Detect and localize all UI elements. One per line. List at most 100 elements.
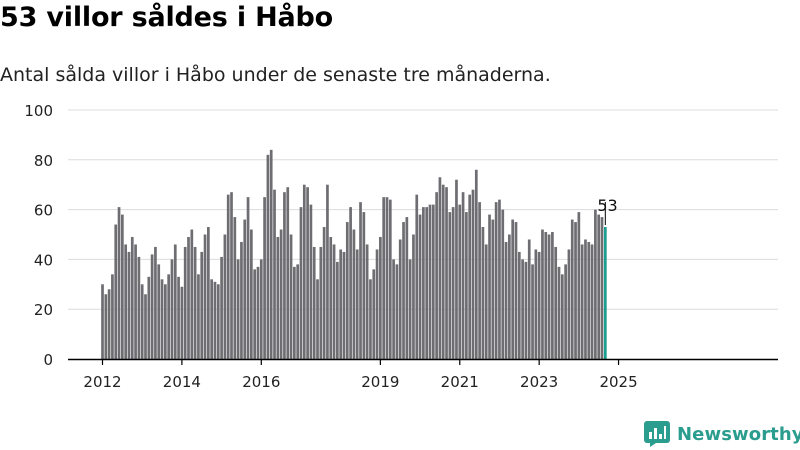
bar <box>101 284 104 359</box>
bar <box>478 202 481 359</box>
bar <box>484 244 488 359</box>
bar <box>379 236 382 359</box>
y-tick-label: 20 <box>34 301 53 319</box>
bar <box>405 217 409 359</box>
bar <box>551 232 554 359</box>
bar <box>160 279 164 359</box>
bar <box>425 207 429 359</box>
bar <box>388 199 392 359</box>
bar <box>319 246 323 359</box>
bar <box>157 264 161 359</box>
bar <box>253 269 257 359</box>
bar <box>451 207 455 359</box>
bar <box>402 222 405 359</box>
bar <box>398 239 402 359</box>
x-tick-label: 2019 <box>361 373 399 391</box>
bar <box>342 251 346 359</box>
y-tick-label: 0 <box>43 351 53 369</box>
x-tick-label: 2014 <box>163 373 201 391</box>
bar <box>392 259 395 359</box>
bar <box>256 266 260 359</box>
bar <box>279 229 283 359</box>
bar <box>468 194 472 359</box>
chart-title: 53 villor såldes i Håbo <box>0 2 334 33</box>
bar <box>574 222 577 359</box>
bar <box>220 256 223 359</box>
bar <box>445 187 448 359</box>
bar <box>134 244 137 359</box>
bar <box>286 187 290 359</box>
bar <box>349 207 352 359</box>
bar <box>554 246 558 359</box>
bar <box>547 234 551 359</box>
bar <box>412 234 415 359</box>
bar <box>594 209 597 359</box>
bar <box>170 259 174 359</box>
bar <box>458 204 462 359</box>
bar <box>200 251 204 359</box>
bar <box>216 284 220 359</box>
bar <box>488 214 491 359</box>
chart-subtitle: Antal sålda villor i Håbo under de senas… <box>0 64 551 86</box>
bar <box>299 207 303 359</box>
bar <box>263 197 266 359</box>
bar <box>455 179 458 359</box>
bar <box>422 207 425 359</box>
x-tick-label: 2025 <box>599 373 637 391</box>
bar <box>329 236 333 359</box>
bar <box>223 234 227 359</box>
bar <box>435 192 438 359</box>
y-tick-label: 40 <box>34 251 53 269</box>
annotation-label: 53 <box>597 196 617 215</box>
bar <box>481 227 485 359</box>
bar <box>250 229 253 359</box>
bar <box>564 264 567 359</box>
bar <box>345 222 349 359</box>
bar <box>498 199 501 359</box>
bar <box>117 207 121 359</box>
bar <box>111 274 114 359</box>
bar <box>233 217 237 359</box>
bar <box>207 227 210 359</box>
bar <box>266 154 270 359</box>
bar <box>395 264 399 359</box>
bar <box>431 204 435 359</box>
newsworthy-logo-icon <box>644 421 670 447</box>
bar <box>418 214 422 359</box>
bar <box>514 222 518 359</box>
bar <box>137 256 141 359</box>
bar <box>140 284 144 359</box>
bar <box>104 294 108 359</box>
bar <box>309 204 313 359</box>
bar <box>534 249 538 359</box>
bar-highlight <box>603 227 607 359</box>
bar <box>187 236 190 359</box>
bar <box>322 227 326 359</box>
bar <box>193 246 197 359</box>
x-tick-label: 2016 <box>242 373 280 391</box>
bar <box>236 259 240 359</box>
bar <box>375 249 379 359</box>
bar <box>339 249 343 359</box>
bar <box>243 219 247 359</box>
bar <box>302 184 306 359</box>
bar <box>600 217 604 359</box>
bar <box>448 212 452 359</box>
bar <box>494 202 498 359</box>
bar <box>541 229 544 359</box>
bar <box>580 244 584 359</box>
bar <box>560 274 564 359</box>
bar <box>121 214 124 359</box>
bar <box>567 249 571 359</box>
bar <box>461 192 465 359</box>
bar <box>124 244 128 359</box>
bar <box>167 274 171 359</box>
bar <box>173 244 177 359</box>
bar <box>203 234 207 359</box>
bar <box>521 259 524 359</box>
bar <box>240 241 243 359</box>
bar <box>504 241 508 359</box>
bar <box>130 236 134 359</box>
bar <box>289 234 293 359</box>
